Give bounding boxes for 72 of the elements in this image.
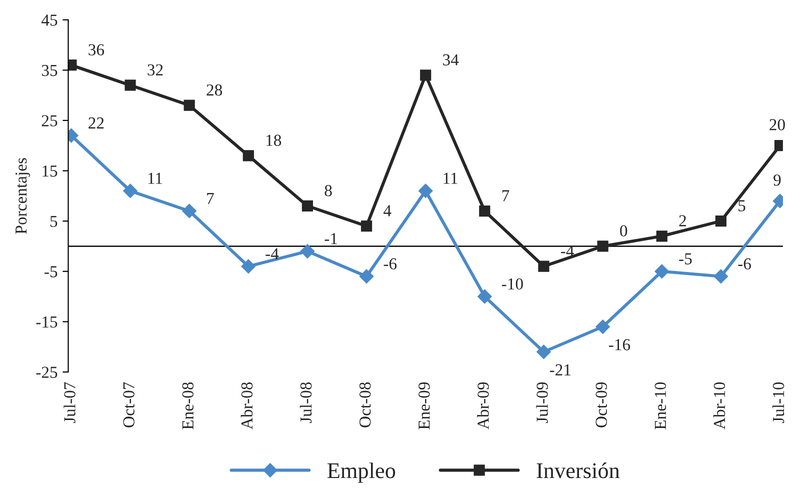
- point: [359, 269, 374, 284]
- y-tick-label: -25: [36, 366, 58, 378]
- x-tick-label: Oct-07: [123, 382, 134, 428]
- data-label: 32: [148, 64, 163, 76]
- data-label: 9: [774, 174, 781, 186]
- data-label: -4: [266, 248, 279, 260]
- y-tick-label: 25: [42, 115, 58, 126]
- point: [478, 289, 492, 304]
- y-tick-label: 5: [50, 216, 58, 228]
- point: [184, 100, 195, 111]
- point: [302, 200, 314, 212]
- data-label: 7: [502, 190, 510, 202]
- point: [536, 344, 551, 359]
- point: [360, 220, 372, 232]
- x-tick-label: Abr-10: [713, 382, 726, 430]
- data-label: -10: [502, 278, 523, 290]
- y-tick-label: -5: [44, 266, 58, 278]
- point: [654, 264, 669, 278]
- point: [714, 269, 728, 284]
- point: [715, 216, 726, 227]
- x-tick-label: Oct-09: [596, 382, 607, 428]
- data-label: 36: [88, 44, 104, 56]
- point: [123, 184, 138, 198]
- point: [538, 260, 550, 272]
- y-axis-title: Porcentajes: [15, 158, 30, 234]
- point: [241, 259, 256, 274]
- x-tick-label: Oct-08: [359, 382, 371, 428]
- point: [124, 80, 136, 91]
- x-tick-label: Jul-08: [300, 382, 312, 424]
- data-label: -5: [679, 253, 692, 264]
- data-label: 4: [384, 205, 392, 216]
- data-label: -6: [384, 258, 397, 270]
- data-label: -16: [608, 339, 630, 350]
- data-label: 0: [620, 225, 628, 237]
- point: [182, 204, 196, 218]
- x-tick-label: Jul-09: [536, 382, 548, 424]
- point: [479, 205, 490, 217]
- data-label: 11: [148, 172, 162, 184]
- y-tick-label: 45: [41, 14, 58, 26]
- x-tick-label: Jul-07: [64, 382, 76, 424]
- y-tick-label: 15: [42, 166, 58, 177]
- data-label: 18: [266, 134, 282, 146]
- data-label: 11: [444, 172, 458, 184]
- point: [418, 184, 433, 198]
- x-tick-label: Ene-10: [654, 382, 666, 430]
- data-label: 5: [738, 200, 746, 212]
- data-label: 28: [206, 84, 222, 96]
- data-label: 8: [324, 185, 332, 196]
- legend-label: Inversión: [536, 462, 620, 478]
- point: [656, 230, 668, 242]
- point: [300, 244, 315, 258]
- legend-label: Empleo: [327, 462, 396, 483]
- point: [420, 70, 432, 81]
- data-label: 2: [679, 215, 686, 226]
- data-label: -21: [550, 364, 570, 376]
- x-tick-label: Jul-10: [772, 382, 784, 424]
- data-label: -1: [324, 233, 338, 244]
- point: [596, 320, 610, 334]
- y-tick-label: 35: [42, 64, 58, 76]
- x-tick-label: Abr-09: [477, 382, 489, 430]
- x-tick-label: Ene-08: [182, 382, 194, 430]
- data-label: 7: [207, 192, 214, 204]
- point: [242, 150, 254, 162]
- point: [597, 240, 608, 252]
- data-label: -6: [738, 258, 751, 270]
- data-label: 20: [770, 119, 785, 130]
- data-label: 22: [88, 117, 104, 128]
- data-label: -4: [561, 246, 574, 256]
- x-tick-label: Ene-09: [418, 382, 430, 430]
- data-label: 34: [443, 54, 459, 66]
- x-tick-label: Abr-08: [240, 382, 253, 430]
- y-tick-label: -15: [36, 316, 58, 328]
